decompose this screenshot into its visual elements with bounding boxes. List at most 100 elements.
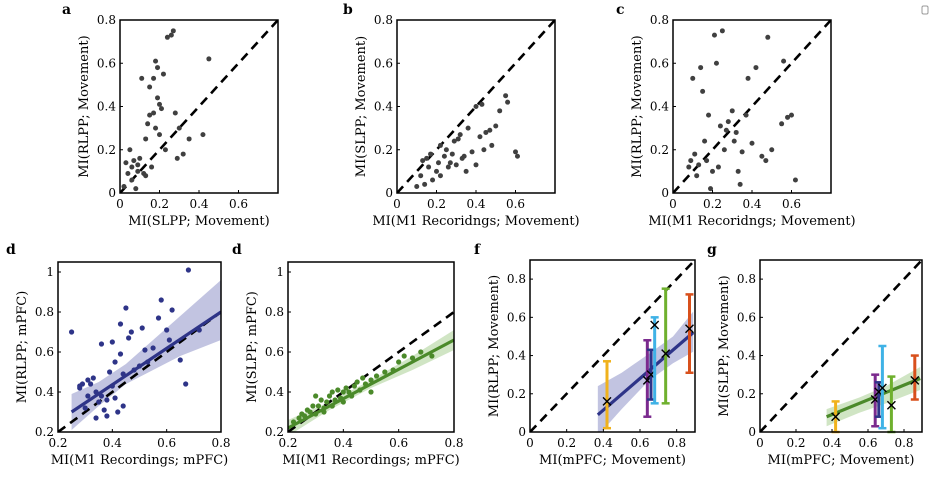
mean-marker bbox=[877, 383, 887, 393]
data-point bbox=[147, 84, 153, 90]
data-point bbox=[170, 28, 176, 34]
y-tick-label: 0.4 bbox=[35, 385, 54, 399]
data-point bbox=[430, 177, 436, 183]
data-point bbox=[781, 58, 787, 64]
data-point bbox=[158, 106, 164, 112]
y-tick-label: 0 bbox=[108, 186, 116, 200]
data-point bbox=[429, 353, 435, 359]
data-point bbox=[96, 399, 102, 405]
data-point bbox=[513, 149, 518, 155]
data-point bbox=[743, 112, 749, 118]
data-point bbox=[360, 375, 366, 381]
mean-marker bbox=[886, 400, 896, 410]
x-tick-label: 0.6 bbox=[389, 436, 408, 450]
x-tick-label: 0.8 bbox=[894, 436, 913, 450]
data-point bbox=[125, 171, 131, 177]
data-point bbox=[158, 297, 164, 303]
data-point bbox=[126, 335, 132, 341]
data-point bbox=[704, 158, 710, 164]
x-tick-label: 0.2 bbox=[48, 436, 67, 450]
plot-area-c bbox=[673, 20, 831, 193]
data-point bbox=[477, 134, 483, 140]
plot-area-a bbox=[120, 20, 278, 193]
x-axis-label: MI(SLPP; Movement) bbox=[128, 214, 269, 229]
data-point bbox=[769, 147, 775, 153]
data-point bbox=[115, 409, 121, 415]
data-point bbox=[401, 353, 407, 359]
regression-fit-line bbox=[596, 331, 695, 417]
data-point bbox=[737, 181, 743, 187]
y-axis-label: MI(SLPP; mPFC) bbox=[245, 291, 260, 403]
x-tick-label: 0 bbox=[526, 436, 534, 450]
data-point bbox=[117, 321, 124, 327]
data-point bbox=[409, 355, 416, 361]
data-point bbox=[759, 153, 765, 159]
data-point bbox=[489, 142, 495, 148]
data-point bbox=[129, 164, 135, 170]
y-tick-label: 0.6 bbox=[737, 310, 756, 324]
data-point bbox=[343, 385, 349, 391]
panel-d2: 0.2 0.4 0.6 0.8 0.2 0.4 0.6 0.8 1 MI(M1 Recording… bbox=[232, 242, 464, 468]
x-tick-label: 0.2 bbox=[278, 436, 297, 450]
x-tick-label: 0 bbox=[669, 197, 677, 211]
y-axis-label: MI(SLPP; Movement) bbox=[354, 36, 369, 177]
data-point bbox=[785, 114, 791, 120]
data-point bbox=[717, 123, 723, 129]
data-point bbox=[473, 104, 479, 109]
data-point bbox=[302, 413, 308, 419]
data-point bbox=[104, 397, 110, 403]
data-point bbox=[131, 158, 137, 164]
data-point bbox=[313, 411, 319, 417]
data-point bbox=[315, 403, 322, 409]
data-point bbox=[149, 164, 155, 170]
x-axis-label: MI(M1 Recordings; mPFC) bbox=[282, 453, 460, 468]
y-tick-label: 1 bbox=[276, 265, 284, 279]
y-tick-label: 0.8 bbox=[265, 305, 284, 319]
data-point bbox=[698, 65, 704, 71]
y-tick-label: 0.8 bbox=[650, 13, 669, 27]
data-point bbox=[463, 168, 469, 174]
axes-frame bbox=[287, 261, 455, 433]
data-point bbox=[112, 395, 118, 401]
data-point bbox=[143, 136, 149, 142]
data-point bbox=[313, 393, 319, 399]
data-point bbox=[711, 32, 717, 38]
y-tick-label: 0.2 bbox=[35, 425, 54, 439]
x-tick-label: 0.6 bbox=[858, 436, 877, 450]
panel-label: d bbox=[232, 242, 242, 258]
y-tick-label: 0.6 bbox=[374, 56, 393, 70]
data-point bbox=[694, 173, 700, 179]
data-point bbox=[180, 151, 186, 157]
axes-frame bbox=[759, 259, 923, 433]
data-point bbox=[109, 383, 115, 389]
data-point bbox=[514, 153, 520, 159]
data-point bbox=[465, 125, 471, 131]
x-tick-label: 0.8 bbox=[444, 436, 463, 450]
data-point bbox=[200, 132, 206, 138]
data-point bbox=[447, 160, 453, 166]
data-point bbox=[337, 395, 344, 401]
x-axis-label: MI(mPFC; Movement) bbox=[768, 453, 915, 468]
x-tick-label: 0.4 bbox=[103, 436, 122, 450]
data-point bbox=[186, 136, 192, 142]
data-point bbox=[120, 371, 126, 377]
data-point bbox=[329, 389, 335, 395]
data-point bbox=[332, 397, 338, 403]
y-tick-label: 0 bbox=[385, 186, 393, 200]
data-point bbox=[98, 393, 105, 399]
y-axis-label: MI(RLPP; Movement) bbox=[630, 35, 645, 177]
y-tick-label: 0.2 bbox=[265, 425, 284, 439]
x-tick-label: 0.4 bbox=[822, 436, 841, 450]
data-point bbox=[133, 186, 139, 192]
data-point bbox=[129, 177, 135, 183]
data-point bbox=[745, 75, 751, 81]
data-point bbox=[153, 58, 159, 64]
data-point bbox=[735, 168, 741, 174]
data-point bbox=[493, 123, 499, 129]
y-tick-label: 0.4 bbox=[737, 349, 756, 363]
x-tick-label: 0.4 bbox=[334, 436, 353, 450]
data-point bbox=[702, 138, 708, 144]
data-point bbox=[139, 75, 145, 81]
data-point bbox=[329, 403, 335, 409]
x-axis-label: MI(mPFC; Movement) bbox=[539, 453, 686, 468]
